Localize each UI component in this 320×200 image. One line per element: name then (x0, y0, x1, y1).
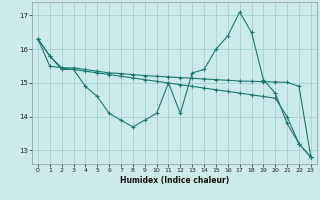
X-axis label: Humidex (Indice chaleur): Humidex (Indice chaleur) (120, 176, 229, 185)
